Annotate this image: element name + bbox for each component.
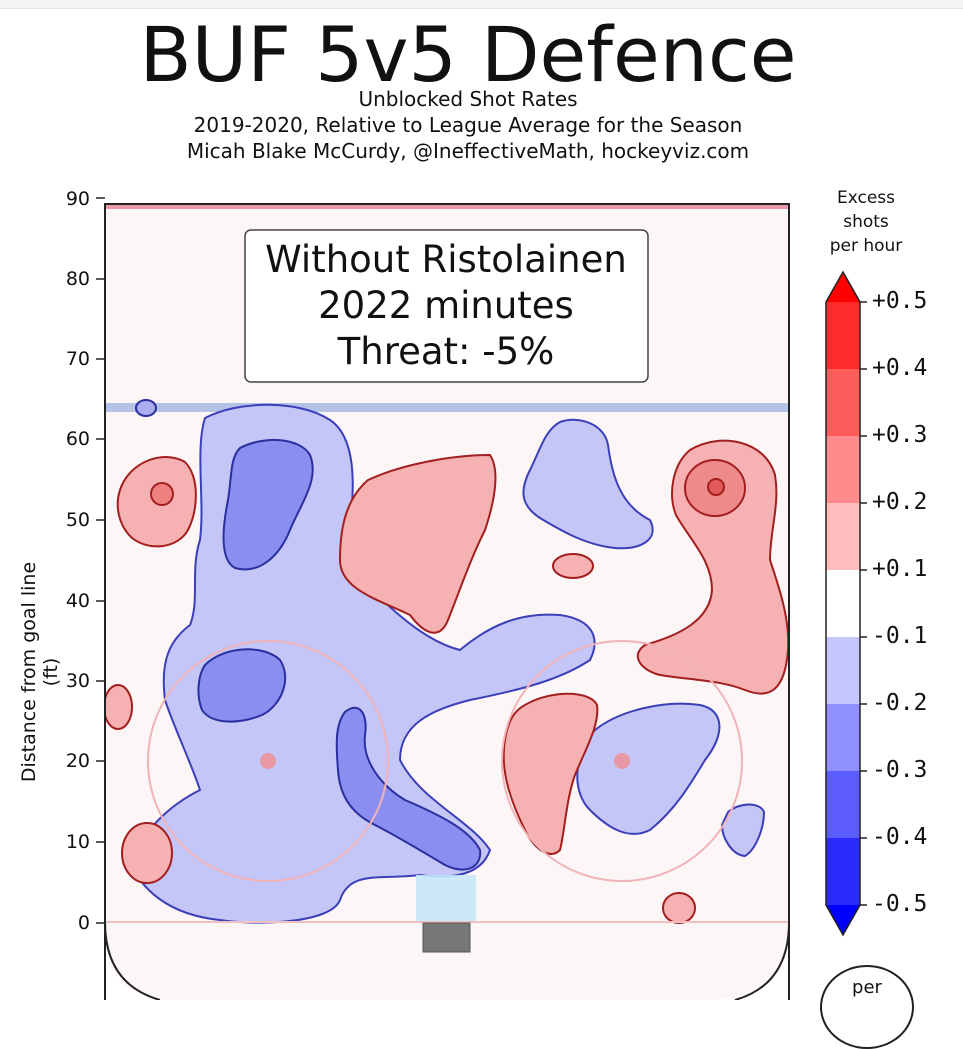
colorbar-band-2 xyxy=(826,369,860,436)
center-line xyxy=(105,204,789,209)
colorbar-tick-minus-0-3: -0.3 xyxy=(872,757,928,783)
colorbar-tick-minus-0-1: -0.1 xyxy=(872,623,928,649)
rink-corners xyxy=(104,921,790,1000)
y-tick-70: 70 xyxy=(65,348,90,370)
positive-region-right-slot xyxy=(502,692,599,855)
negative-region-dark-upper xyxy=(222,438,314,571)
colorbar-bottom-arrow xyxy=(826,905,860,935)
y-tick-50: 50 xyxy=(65,509,90,531)
positive-region-right-top xyxy=(636,439,789,695)
colorbar-title-2: shots xyxy=(843,212,889,232)
positive-region-right-low xyxy=(662,892,696,924)
y-tick-0: 0 xyxy=(77,912,90,934)
positive-core-left xyxy=(150,482,174,506)
colorbar-top-arrow xyxy=(826,272,860,302)
colorbar-tick-plus-0-5: +0.5 xyxy=(872,288,928,314)
subtitle-line-1: Unblocked Shot Rates xyxy=(358,87,578,111)
annotation-line-3: Threat: -5% xyxy=(337,330,555,373)
colorbar-band-6 xyxy=(826,637,860,704)
legend-badge: per xyxy=(820,965,914,1049)
colorbar-tick-plus-0-3: +0.3 xyxy=(872,422,928,448)
blue-line xyxy=(105,403,789,412)
negative-region-right-edge xyxy=(720,803,766,858)
faceoff-dot-right xyxy=(614,753,630,769)
y-tick-30: 30 xyxy=(65,670,90,692)
negative-region-dark-slot xyxy=(335,706,482,871)
y-tick-60: 60 xyxy=(65,428,90,450)
y-tick-40: 40 xyxy=(65,590,90,612)
colorbar-title-3: per hour xyxy=(829,236,903,256)
colorbar-tick-minus-0-5: -0.5 xyxy=(872,891,928,917)
colorbar-tick-plus-0-4: +0.4 xyxy=(872,355,928,381)
colorbar-title-1: Excess xyxy=(836,188,896,208)
positive-region-left-edge xyxy=(105,684,133,730)
colorbar-band-9 xyxy=(826,838,860,905)
negative-region-dark-left xyxy=(197,648,287,723)
negative-region-right-faceoff xyxy=(576,702,721,835)
legend-badge-label: per xyxy=(852,977,882,998)
y-tick-20: 20 xyxy=(65,750,90,772)
colorbar-tick-plus-0-1: +0.1 xyxy=(872,556,928,582)
chart-title: BUF 5v5 Defence xyxy=(139,10,797,99)
colorbar-tick-minus-0-2: -0.2 xyxy=(872,690,928,716)
goal-net xyxy=(422,922,471,953)
goal-line xyxy=(105,921,789,923)
colorbar-band-3 xyxy=(826,436,860,503)
colorbar-band-7 xyxy=(826,704,860,771)
faceoff-dot-left xyxy=(260,753,276,769)
annotation-box xyxy=(244,229,649,383)
y-tick-marks xyxy=(96,197,105,924)
positive-region-small-center xyxy=(552,553,594,579)
annotation-line-1: Without Ristolainen xyxy=(265,238,627,281)
colorbar-band-8 xyxy=(826,771,860,838)
colorbar-band-5 xyxy=(826,570,860,637)
positive-region-center-top xyxy=(338,453,497,634)
positive-region-left-low xyxy=(121,822,173,884)
subtitle-line-3: Micah Blake McCurdy, @IneffectiveMath, h… xyxy=(186,139,750,163)
colorbar xyxy=(826,272,860,935)
y-tick-90: 90 xyxy=(65,188,90,210)
rink-plot: Without Ristolainen 2022 minutes Threat:… xyxy=(96,197,867,1000)
faceoff-circle-right xyxy=(501,640,743,882)
annotation-line-2: 2022 minutes xyxy=(318,284,574,327)
faceoff-circle-left xyxy=(147,640,389,882)
colorbar-band-4 xyxy=(826,503,860,570)
goal-crease xyxy=(416,875,476,922)
rink-boards xyxy=(104,203,790,1000)
colorbar-tick-marks xyxy=(860,301,867,906)
colorbar-tick-minus-0-4: -0.4 xyxy=(872,824,928,850)
subtitle-line-2: 2019-2020, Relative to League Average fo… xyxy=(193,113,743,137)
positive-peak-right xyxy=(707,478,725,496)
y-tick-10: 10 xyxy=(65,831,90,853)
y-tick-80: 80 xyxy=(65,268,90,290)
colorbar-tick-plus-0-2: +0.2 xyxy=(872,489,928,515)
top-strip xyxy=(0,0,963,9)
colorbar-band-1 xyxy=(826,302,860,369)
negative-region-right-top xyxy=(522,418,654,550)
negative-region-small-1 xyxy=(135,399,157,417)
